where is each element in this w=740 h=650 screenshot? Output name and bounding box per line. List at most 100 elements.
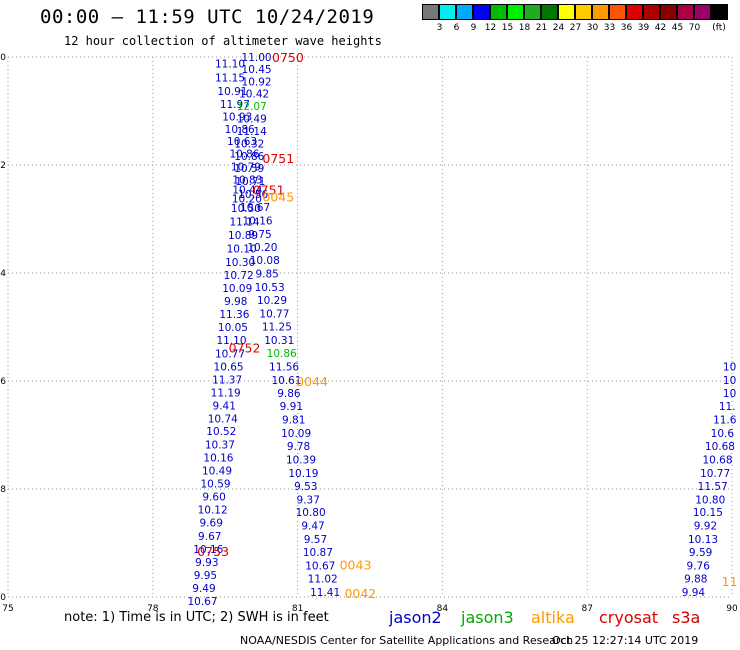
x-tick-label: 90 [726,604,738,614]
swh-label: 10.42 [239,89,269,101]
time-label: 0752 [229,341,261,356]
swh-label: 10.49 [202,466,232,478]
time-label: 0043 [340,558,372,573]
swh-label: 10.32 [234,138,264,150]
swh-label: 10.86 [229,149,259,161]
time-label: 0042 [344,586,376,601]
swh-label: 9.69 [200,517,223,529]
swh-label: 10.50 [231,203,261,215]
swh-label: 9.81 [282,414,305,426]
y-tick-label: -20 [0,593,6,603]
swh-label: 11.10 [216,335,246,347]
swh-label: 11.02 [308,574,338,586]
swh-label: 10.12 [198,505,228,517]
swh-label: 9.59 [689,547,712,559]
swh-label: 10.56 [238,189,268,201]
colorbar-label: 24 [552,23,565,33]
swh-label: 9.41 [213,400,236,412]
time-label: 11 [722,574,738,589]
swh-label: 11.6 [713,414,737,426]
swh-label: 9.92 [694,521,717,533]
swh-label: 10.86 [267,348,297,360]
swh-label: 10.30 [225,257,255,269]
swh-label: 10.86 [234,151,264,163]
swh-label: 9.57 [304,534,327,546]
swh-label: 11.56 [269,361,299,373]
swh-label: 10.08 [250,255,280,267]
swh-label: 10.09 [281,428,311,440]
colorbar-label: 12 [484,23,497,33]
swh-label: 10.53 [255,282,285,294]
swh-label: 9.37 [297,494,320,506]
swh-label: 10.37 [205,440,235,452]
swh-label: 9.78 [287,441,310,453]
legend-altika: altika [531,608,575,627]
y-tick-label: -18 [0,485,6,495]
colorbar-cell [558,4,575,20]
legend-jason3: jason3 [461,608,514,627]
swh-label: 10.6 [711,428,735,440]
swh-label: 10.63 [227,136,257,148]
swh-label: 10.16 [243,216,273,228]
y-tick-label: -14 [0,269,6,279]
swh-label: 10.65 [214,361,244,373]
colorbar-cell [592,4,609,20]
x-tick-label: 84 [437,604,449,614]
time-label: 0751 [262,151,294,166]
swh-label: 10.72 [224,270,254,282]
colorbar-label: 15 [501,23,514,33]
colorbar-cell [660,4,677,20]
time-label: 0045 [262,189,294,204]
colorbar-cell [677,4,694,20]
swh-label: 10.49 [237,114,267,126]
y-tick-label: -12 [0,161,6,171]
colorbar-cell [575,4,592,20]
swh-label: 11.19 [211,387,241,399]
swh-label: 10.77 [259,309,289,321]
swh-label: 11.14 [237,126,267,138]
swh-label: 10.16 [203,453,233,465]
x-tick-label: 87 [581,604,592,614]
colorbar-cell [507,4,524,20]
swh-label: 9.47 [301,521,324,533]
swh-label: 10.59 [234,163,264,175]
swh-label: 10.91 [217,86,247,98]
swh-label: 9.67 [198,531,221,543]
swh-label: 10.29 [257,295,287,307]
swh-label: 10.20 [247,242,277,254]
swh-label: 10.80 [695,494,725,506]
swh-label: 9.95 [194,570,217,582]
swh-label: 10.87 [303,547,333,559]
swh-label: 10 [723,361,736,373]
colorbar-cell [626,4,643,20]
swh-label: 10 [723,375,736,387]
y-tick-label: -10 [0,53,6,63]
swh-label: 10.92 [242,76,272,88]
swh-label: 9.94 [682,587,706,599]
colorbar-label: 33 [603,23,616,33]
time-label: 0750 [272,50,304,65]
legend-cryosat: cryosat [599,608,659,627]
colorbar-cell [490,4,507,20]
swh-label: 10.77 [215,348,245,360]
swh-label: 11.37 [212,374,242,386]
swh-label: 10.68 [705,441,735,453]
colorbar-label: 27 [569,23,582,33]
swh-label: 10.86 [225,124,255,136]
colorbar-label: 3 [436,23,443,33]
time-label: 0044 [296,374,328,389]
swh-label: 9.49 [192,583,215,595]
swh-label: 11.97 [220,99,250,111]
credit-line: NOAA/NESDIS Center for Satellite Applica… [240,634,574,647]
swh-label: 10.80 [296,507,326,519]
swh-label: 10 [723,388,736,400]
swh-label: 11.15 [215,73,245,85]
swh-label: 10.52 [206,426,236,438]
swh-label: 11.00 [242,52,272,64]
colorbar-label: 70 [688,23,701,33]
swh-label: 10.71 [235,176,265,188]
swh-label: 11.10 [215,58,245,70]
swh-label: 10.59 [201,479,231,491]
swh-label: 11.36 [219,309,249,321]
swh-label: 10.61 [271,375,301,387]
